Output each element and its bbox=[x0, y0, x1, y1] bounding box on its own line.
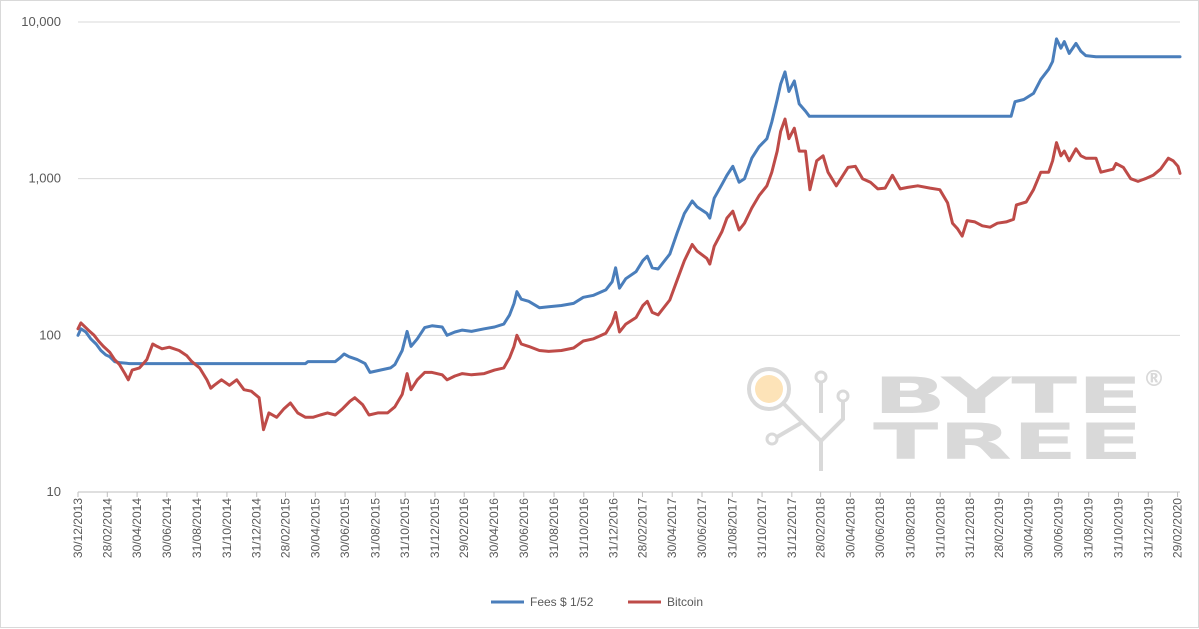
x-tick-label: 30/06/2014 bbox=[160, 498, 174, 558]
x-tick-label: 30/06/2018 bbox=[873, 498, 887, 558]
x-tick-label: 31/12/2014 bbox=[250, 498, 264, 558]
x-tick-label: 30/06/2015 bbox=[338, 498, 352, 558]
watermark-logo-node-top bbox=[814, 370, 828, 384]
x-tick-label: 30/06/2016 bbox=[517, 498, 531, 558]
watermark-text-bottom: TREE bbox=[873, 413, 1143, 471]
x-tick-label: 30/04/2015 bbox=[308, 498, 322, 558]
gridlines bbox=[78, 21, 1180, 336]
x-tick-label: 31/10/2016 bbox=[577, 498, 591, 558]
y-tick-label: 100 bbox=[39, 327, 61, 342]
x-tick-label: 31/10/2015 bbox=[398, 498, 412, 558]
x-tick-label: 31/08/2019 bbox=[1082, 498, 1096, 558]
watermark-logo-node-left bbox=[765, 432, 779, 446]
y-axis: 10 100 1,000 10,000 bbox=[21, 14, 61, 499]
x-tick-label: 30/06/2019 bbox=[1051, 498, 1065, 558]
y-tick-label: 1,000 bbox=[28, 171, 61, 186]
x-tick-label: 30/04/2016 bbox=[487, 498, 501, 558]
x-tick-label: 31/10/2014 bbox=[220, 498, 234, 558]
x-tick-label: 30/06/2017 bbox=[695, 498, 709, 558]
x-tick-label: 30/04/2019 bbox=[1022, 498, 1036, 558]
series-line-fees bbox=[76, 37, 1182, 374]
x-tick-label: 31/10/2018 bbox=[933, 498, 947, 558]
x-tick-label: 31/08/2015 bbox=[368, 498, 382, 558]
x-tick-label: 30/12/2013 bbox=[71, 498, 85, 558]
x-tick-label: 31/12/2016 bbox=[607, 498, 621, 558]
watermark-logo-dot bbox=[755, 375, 783, 403]
x-tick-label: 31/10/2019 bbox=[1111, 498, 1125, 558]
watermark-registered-mark: ® bbox=[1143, 367, 1165, 392]
series-lines bbox=[76, 37, 1182, 432]
x-tick-label: 31/12/2018 bbox=[963, 498, 977, 558]
x-tick-label: 31/08/2017 bbox=[725, 498, 739, 558]
watermark-logo-node-right bbox=[836, 389, 850, 403]
x-tick-label: 28/02/2015 bbox=[279, 498, 293, 558]
legend-label-bitcoin: Bitcoin bbox=[667, 595, 703, 609]
x-tick-label: 28/02/2018 bbox=[814, 498, 828, 558]
x-tick-label: 28/02/2014 bbox=[100, 498, 114, 558]
watermark-logo-branch-left bbox=[775, 421, 803, 439]
watermark-logo-trunk bbox=[781, 401, 823, 471]
x-tick-label: 31/12/2017 bbox=[785, 498, 799, 558]
bytetree-watermark-logo: BYTE TREE ® bbox=[747, 367, 1165, 471]
x-tick-label: 28/02/2017 bbox=[635, 498, 649, 558]
x-tick-label: 31/08/2018 bbox=[903, 498, 917, 558]
watermark-logo-branch-right bbox=[819, 401, 845, 443]
x-tick-label: 31/08/2014 bbox=[190, 498, 204, 558]
watermark-text-top: BYTE bbox=[873, 367, 1143, 425]
x-tick-label: 29/02/2020 bbox=[1171, 498, 1185, 558]
x-tick-label: 28/02/2019 bbox=[992, 498, 1006, 558]
x-tick-label: 30/04/2014 bbox=[130, 498, 144, 558]
legend-label-fees: Fees $ 1/52 bbox=[530, 595, 594, 609]
y-tick-label: 10,000 bbox=[21, 14, 61, 29]
legend: Fees $ 1/52 Bitcoin bbox=[491, 595, 703, 609]
x-tick-label: 30/04/2017 bbox=[665, 498, 679, 558]
x-tick-label: 31/10/2017 bbox=[755, 498, 769, 558]
watermark-logo-ring bbox=[747, 367, 791, 411]
x-tick-label: 31/12/2019 bbox=[1141, 498, 1155, 558]
x-tick-label: 30/04/2018 bbox=[843, 498, 857, 558]
x-axis: 30/12/2013 28/02/2014 30/04/2014 30/06/2014… bbox=[71, 491, 1185, 558]
x-tick-label: 31/08/2016 bbox=[547, 498, 561, 558]
y-tick-label: 10 bbox=[47, 484, 61, 499]
x-tick-label: 31/12/2015 bbox=[428, 498, 442, 558]
series-line-bitcoin bbox=[76, 117, 1182, 432]
x-tick-label: 29/02/2016 bbox=[457, 498, 471, 558]
